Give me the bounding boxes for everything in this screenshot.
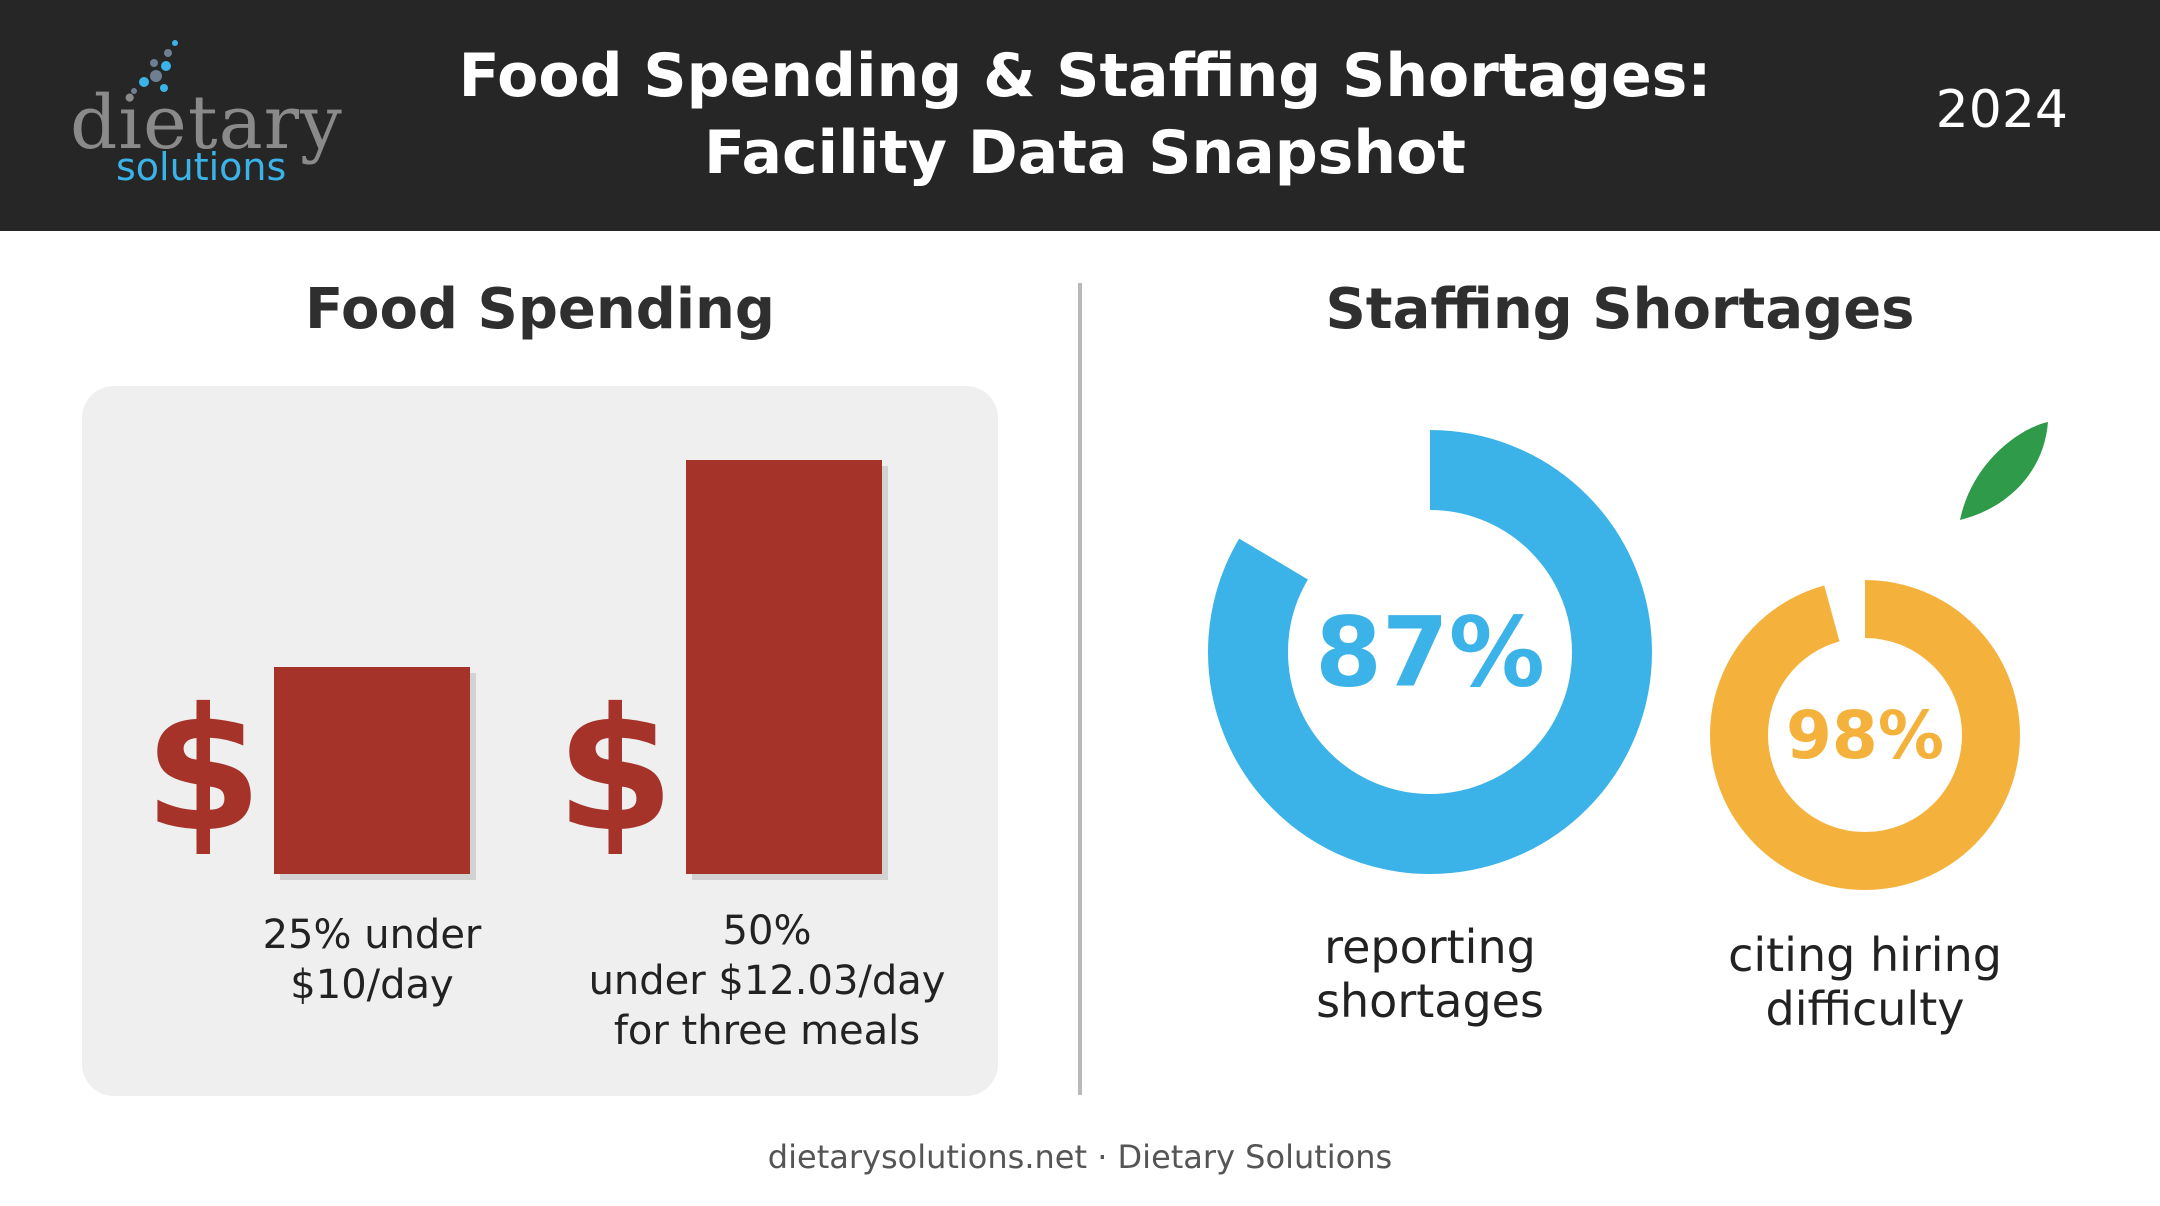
donut-value-label: 98%: [1786, 697, 1944, 774]
bar: [686, 460, 882, 874]
donut-arc: [1710, 580, 2020, 890]
bar-label-line: $10/day: [290, 962, 454, 1008]
header-banner: dietary solutions Food Spending & Staffi…: [0, 0, 2160, 231]
bar-label-line: under $12.03/day: [588, 958, 946, 1004]
food-spending-bar-chart: [274, 460, 888, 880]
donut-label-line: reporting: [1324, 920, 1536, 974]
bar-label-line: 50%: [722, 908, 812, 954]
dietary-solutions-logo: dietary solutions: [70, 36, 360, 196]
year-label: 2024: [1935, 80, 2068, 140]
bar-label: 50% under $12.03/day for three meals: [562, 906, 972, 1056]
leaf-icon: [1960, 422, 2048, 520]
footer-credit: dietarysolutions.net · Dietary Solutions: [767, 1138, 1393, 1176]
title-line-1: Food Spending & Staffing Shortages:: [458, 41, 1712, 111]
food-spending-panel: $ $ 25% under $10/day 50% under $12.03/d…: [82, 386, 998, 1096]
donut-value-label: 87%: [1315, 597, 1545, 709]
donut-label-line: difficulty: [1765, 982, 1965, 1036]
logo-subtitle: solutions: [116, 145, 287, 189]
donut-label-line: shortages: [1316, 974, 1544, 1028]
bar-label-line: 25% under: [262, 912, 482, 958]
dollar-sign-icon: $: [144, 672, 263, 870]
donut-label-shortages: reporting shortages: [1230, 920, 1630, 1028]
dollar-sign-icon: $: [556, 672, 675, 870]
title-line-2: Facility Data Snapshot: [704, 118, 1466, 188]
staffing-shortages-title: Staffing Shortages: [1325, 277, 1915, 342]
logo-dots-icon: [131, 40, 178, 94]
logo-wordmark: dietary: [70, 80, 343, 166]
staffing-donut-chart: 87% 98%: [1208, 422, 2048, 890]
bar-label: 25% under $10/day: [222, 910, 522, 1010]
donut-label-hiring: citing hiring difficulty: [1665, 928, 2065, 1036]
donut-label-line: citing hiring: [1728, 928, 2002, 982]
section-divider: [1078, 283, 1082, 1095]
bar: [274, 667, 470, 874]
food-spending-title: Food Spending: [304, 277, 775, 342]
bar-label-line: for three meals: [613, 1008, 921, 1054]
donut-arc: [1208, 430, 1652, 874]
page-title: Food Spending & Staffing Shortages: Faci…: [360, 38, 1810, 192]
